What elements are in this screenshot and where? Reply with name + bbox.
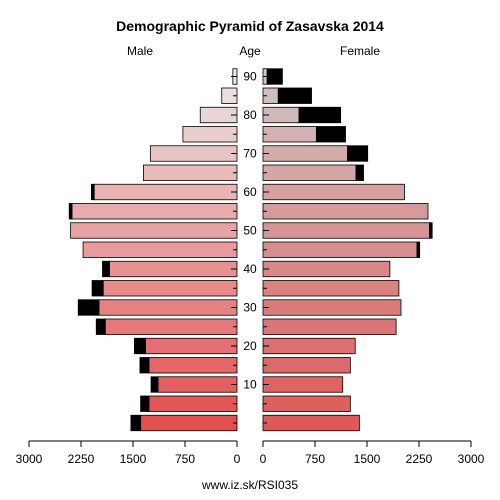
male-x-tick-label: 2250 xyxy=(68,452,95,466)
age-header: Age xyxy=(239,44,261,58)
female-excess-75-79 xyxy=(315,126,346,143)
male-bar-50-54 xyxy=(70,222,238,239)
female-bar-55-59 xyxy=(262,203,429,220)
female-x-tick-label: 750 xyxy=(305,452,325,466)
male-bar-75-79 xyxy=(182,126,238,143)
female-x-axis: 0 750 1500 2250 3000 xyxy=(260,440,485,466)
male-bar-25-29 xyxy=(104,318,238,335)
female-excess-90+ xyxy=(266,68,283,85)
female-excess-85-89 xyxy=(277,87,312,104)
male-bar-55-59 xyxy=(71,203,238,220)
female-bar-75-79 xyxy=(262,126,317,143)
male-bar-40-44 xyxy=(109,260,238,278)
female-x-tick-label: 2250 xyxy=(406,452,433,466)
age-tick-label: 50 xyxy=(243,224,257,238)
female-bars xyxy=(262,68,433,432)
female-bar-65-69 xyxy=(262,164,357,181)
male-bar-65-69 xyxy=(142,164,238,181)
male-x-tick-label: 750 xyxy=(175,452,195,466)
male-excess-25-29 xyxy=(95,318,106,335)
male-excess-35-39 xyxy=(91,280,104,297)
male-excess-5-9 xyxy=(140,395,150,412)
male-excess-0-4 xyxy=(130,414,142,432)
female-bar-40-44 xyxy=(262,260,391,278)
male-excess-10-14 xyxy=(150,376,159,393)
male-bar-0-4 xyxy=(140,414,238,432)
female-excess-70-74 xyxy=(347,145,369,162)
male-bar-15-19 xyxy=(148,357,238,374)
male-bar-5-9 xyxy=(148,395,238,412)
male-bar-30-34 xyxy=(98,299,238,316)
age-tick-label: 10 xyxy=(243,378,257,392)
female-bar-5-9 xyxy=(262,395,351,412)
male-excess-40-44 xyxy=(102,260,110,278)
male-x-tick-label: 0 xyxy=(234,452,241,466)
female-bar-25-29 xyxy=(262,318,397,335)
female-bar-60-64 xyxy=(262,183,405,201)
male-bar-60-64 xyxy=(93,183,238,201)
male-excess-55-59 xyxy=(68,203,73,220)
male-excess-60-64 xyxy=(91,183,95,201)
male-x-axis: 3000 2250 1500 750 0 xyxy=(16,440,241,466)
female-bar-20-24 xyxy=(262,337,356,355)
age-tick-label: 40 xyxy=(243,262,257,276)
female-bar-30-34 xyxy=(262,299,402,316)
age-tick-label: 90 xyxy=(243,70,257,84)
female-x-tick-label: 0 xyxy=(260,452,267,466)
male-bar-70-74 xyxy=(149,145,238,162)
female-bar-50-54 xyxy=(262,222,430,239)
male-bar-10-14 xyxy=(157,376,238,393)
female-bar-0-4 xyxy=(262,414,360,432)
male-excess-15-19 xyxy=(139,357,150,374)
age-tick-label: 30 xyxy=(243,301,257,315)
male-excess-30-34 xyxy=(77,299,100,316)
male-bar-45-49 xyxy=(82,241,238,258)
age-tick-label: 70 xyxy=(243,147,257,161)
male-bar-20-24 xyxy=(145,337,238,355)
source-footer: www.iz.sk/RSI035 xyxy=(201,478,298,492)
female-excess-65-69 xyxy=(355,164,364,181)
male-excess-20-24 xyxy=(133,337,146,355)
female-bar-45-49 xyxy=(262,241,418,258)
female-x-tick-label: 1500 xyxy=(354,452,381,466)
male-header: Male xyxy=(127,44,153,58)
chart-title: Demographic Pyramid of Zasavska 2014 xyxy=(116,18,384,34)
female-bar-15-19 xyxy=(262,357,351,374)
female-excess-45-49 xyxy=(416,241,421,258)
female-x-tick-label: 3000 xyxy=(458,452,485,466)
male-bars xyxy=(68,68,238,432)
female-bar-10-14 xyxy=(262,376,344,393)
male-x-tick-label: 1500 xyxy=(120,452,147,466)
female-excess-50-54 xyxy=(428,222,433,239)
female-bar-70-74 xyxy=(262,145,348,162)
female-header: Female xyxy=(340,44,380,58)
female-excess-80-84 xyxy=(298,106,342,124)
age-axis: 10 20 30 40 50 60 70 80 90 xyxy=(231,70,269,424)
male-bar-35-39 xyxy=(102,280,238,297)
age-tick-label: 20 xyxy=(243,339,257,353)
age-tick-label: 60 xyxy=(243,185,257,199)
male-x-tick-label: 3000 xyxy=(16,452,43,466)
age-tick-label: 80 xyxy=(243,108,257,122)
female-bar-35-39 xyxy=(262,280,400,297)
